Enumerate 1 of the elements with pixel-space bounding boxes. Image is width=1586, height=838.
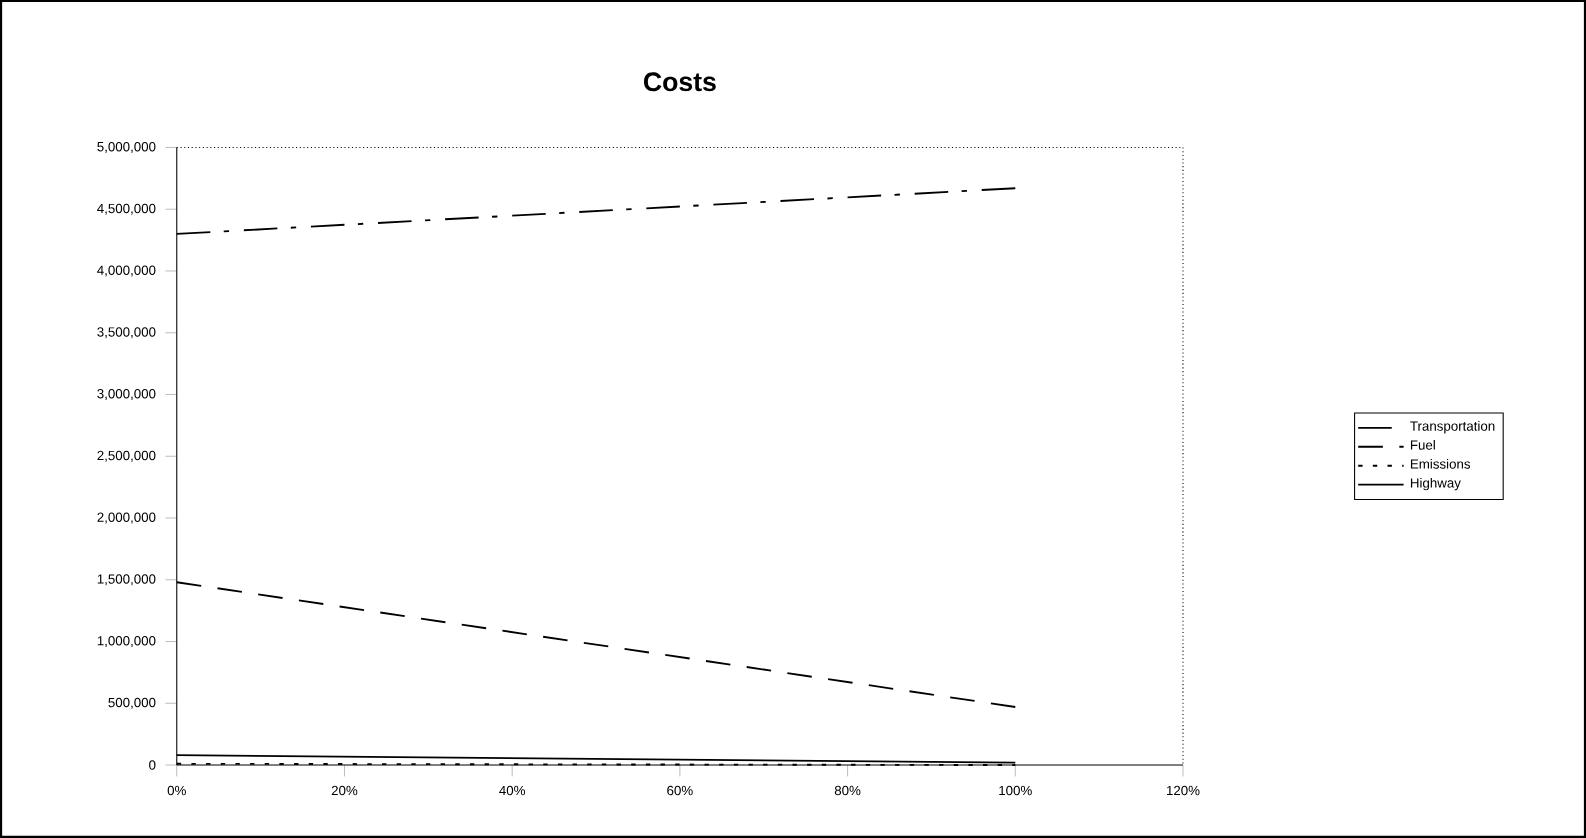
chart-title: Costs bbox=[643, 72, 716, 92]
